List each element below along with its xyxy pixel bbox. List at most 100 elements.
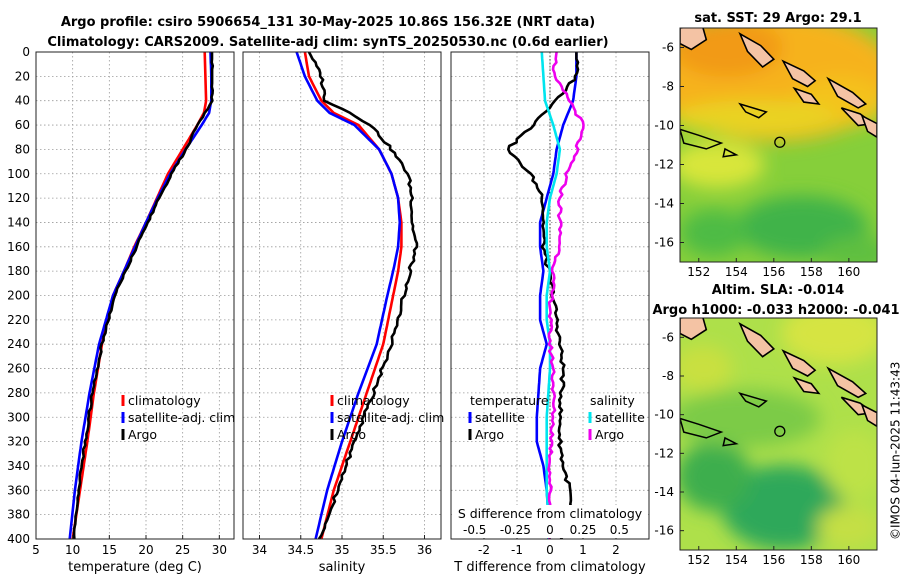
salinity-profile-chart: 34 34.5 35 35.5 36 salinity climatology satelli…: [242, 51, 444, 575]
legend-label: climatology: [128, 393, 201, 408]
argo-position-marker: [774, 136, 786, 148]
map-latitude-label: -6: [662, 41, 674, 55]
island-landmass: [781, 349, 817, 377]
map-field-patch: [781, 318, 877, 365]
depth-tick-label: 20: [15, 69, 30, 83]
map-latitude-label: -16: [654, 236, 674, 250]
map-longitude-label: 154: [725, 553, 748, 567]
map-field-patch: [816, 505, 877, 549]
map-latitude-label: -12: [654, 446, 674, 460]
map-longitude-label: 154: [725, 265, 748, 279]
map-longitude-label: 158: [800, 553, 823, 567]
island-landmass: [826, 366, 868, 399]
map-longitude-label: 152: [687, 265, 710, 279]
x-tick-label: -1: [511, 543, 523, 557]
x-tick-label: 34: [252, 543, 267, 557]
series-line-argo: [307, 52, 419, 539]
x-tick-label: 25: [175, 543, 190, 557]
legend-label: temperature: [470, 393, 549, 408]
legend-label: satellite-adj. clim: [128, 410, 235, 425]
x-tick-label: 35.5: [370, 543, 397, 557]
map-longitude-label: 160: [837, 553, 860, 567]
legend-label: satellite: [475, 410, 525, 425]
plot-frame: [35, 51, 235, 540]
depth-tick-label: 380: [7, 508, 30, 522]
legend-label: Argo: [475, 427, 504, 442]
map-longitude-label: 156: [762, 265, 785, 279]
series-line-satellite-adj-clim: [295, 52, 402, 539]
sla-map-title-line2: Argo h1000: -0.033 h2000: -0.041: [652, 303, 899, 318]
map-latitude-label: -16: [654, 524, 674, 538]
reef-outline: [722, 436, 739, 447]
map-field-patch: [680, 100, 840, 136]
island-landmass: [860, 114, 877, 139]
depth-tick-label: 400: [7, 532, 30, 546]
legend-label: satellite-adj. clim: [337, 410, 444, 425]
island-landmass: [792, 376, 821, 395]
x-tick-label: 30: [212, 543, 227, 557]
depth-tick-label: 160: [7, 240, 30, 254]
map-field-patch: [680, 345, 733, 392]
map-latitude-label: -14: [654, 197, 674, 211]
figure-title-line2: Climatology: CARS2009. Satellite-adj cli…: [47, 35, 608, 50]
x-tick-label: 10: [65, 543, 80, 557]
x-tick-label: 20: [138, 543, 153, 557]
map-frame: [679, 27, 878, 263]
series-line-argo: [72, 52, 215, 539]
sla-map: 152 154 156 158 160 -6 -8 -10 -12 -14 -16: [654, 317, 878, 567]
salinity-difference-tick-label: -0.5: [463, 523, 486, 537]
island-landmass: [680, 318, 708, 341]
series-line-t-satellite: [535, 52, 578, 539]
series-line-s-argo: [546, 52, 585, 539]
depth-tick-label: 140: [7, 215, 30, 229]
legend-label: salinity: [590, 393, 635, 408]
map-frame: [679, 317, 878, 551]
depth-tick-label: 80: [15, 142, 30, 156]
x-tick-label: 1: [579, 543, 587, 557]
map-longitude-label: 152: [687, 553, 710, 567]
island-landmass: [781, 59, 817, 88]
salinity-difference-tick-label: -0.25: [500, 523, 531, 537]
depth-tick-label: 40: [15, 94, 30, 108]
map-longitude-label: 158: [800, 265, 823, 279]
depth-tick-label: 0: [22, 45, 30, 59]
x-tick-label: 15: [102, 543, 117, 557]
island-landmass: [738, 321, 776, 358]
salinity-difference-axis-label: S difference from climatology: [458, 506, 643, 521]
island-landmass: [826, 76, 868, 109]
x-tick-label: 0: [546, 543, 554, 557]
depth-tick-label: 180: [7, 264, 30, 278]
map-field-patch: [824, 430, 877, 500]
reef-outline: [722, 147, 739, 158]
reef-outline: [738, 392, 768, 408]
series-line-s-satellite: [540, 52, 562, 539]
depth-tick-label: 200: [7, 289, 30, 303]
x-tick-label: 2: [612, 543, 620, 557]
salinity-difference-tick-label: 0: [546, 523, 554, 537]
map-latitude-label: -8: [662, 369, 674, 383]
x-tick-label: 36: [417, 543, 432, 557]
depth-tick-label: 60: [15, 118, 30, 132]
island-landmass: [738, 31, 776, 69]
legend-label: climatology: [337, 393, 410, 408]
map-field-patch: [680, 441, 752, 512]
series-line-climatology: [303, 52, 403, 539]
island-landmass: [860, 403, 877, 428]
imos-timestamp: ©IMOS 04-Jun-2025 11:43:43: [889, 362, 900, 540]
map-latitude-label: -12: [654, 158, 674, 172]
map-field-patch: [680, 209, 748, 257]
depth-tick-label: 120: [7, 191, 30, 205]
depth-tick-label: 260: [7, 362, 30, 376]
x-axis-label: T difference from climatology: [453, 560, 646, 575]
x-axis-label: temperature (deg C): [68, 560, 202, 575]
depth-tick-label: 240: [7, 337, 30, 351]
salinity-difference-tick-label: 0.25: [570, 523, 597, 537]
x-tick-label: 35: [334, 543, 349, 557]
reef-outline: [680, 128, 724, 150]
legend-label: Argo: [595, 427, 624, 442]
reef-outline: [738, 102, 768, 119]
map-latitude-label: -6: [662, 330, 674, 344]
x-tick-label: 5: [32, 543, 40, 557]
reef-outline: [680, 417, 724, 439]
temperature-profile-chart: 0 20 40 60 80 100 120 140 160 180 200 220 240 260 280 3…: [7, 45, 235, 575]
